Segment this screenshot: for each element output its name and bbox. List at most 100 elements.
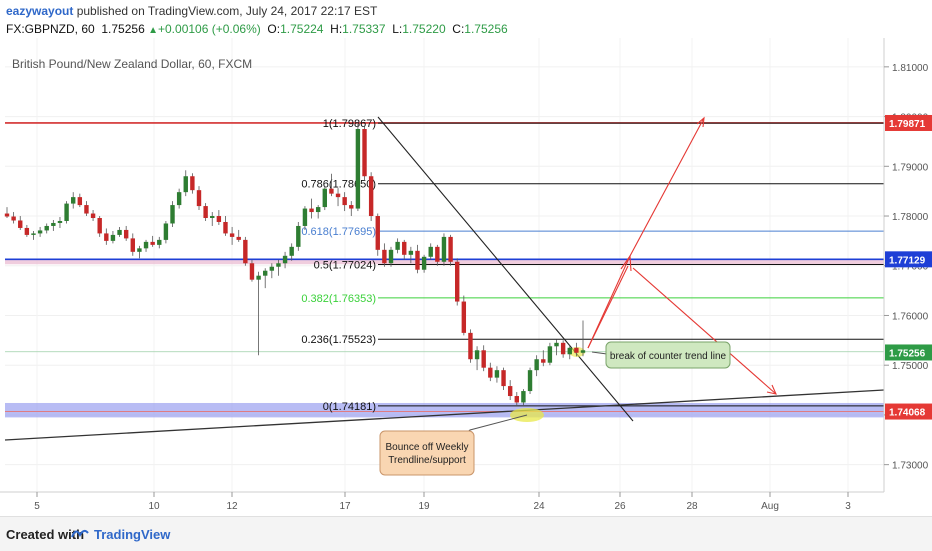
candle-body — [143, 241, 149, 249]
projection-down-path — [632, 267, 777, 395]
candle-body — [514, 396, 519, 403]
weekly-trendline — [4, 389, 885, 441]
candle-body — [289, 246, 294, 256]
candle-body — [51, 222, 56, 226]
candle-body — [243, 239, 248, 264]
x-tick-label: 12 — [226, 501, 238, 512]
candle-body — [527, 370, 533, 392]
candle-body — [196, 190, 202, 207]
author-link[interactable]: eazywayout — [6, 4, 74, 18]
candle-body — [37, 230, 43, 234]
annotation-bounce-line1: Bounce off Weekly — [385, 442, 468, 453]
fib-label: 0.236(1.75523) — [301, 334, 376, 346]
candle-body — [560, 342, 566, 355]
candle-body — [130, 238, 135, 252]
candle-body — [57, 220, 63, 223]
publish-info: eazywayout published on TradingView.com,… — [6, 4, 377, 18]
last-price: 1.75256 — [101, 22, 145, 36]
projection-up-leg — [587, 265, 629, 349]
bands — [5, 259, 884, 418]
fib-label: 0.618(1.77695) — [301, 226, 376, 238]
candles — [4, 124, 586, 406]
y-tick-label: 1.79000 — [892, 162, 929, 173]
candle-body — [203, 206, 208, 219]
candle-body — [296, 225, 301, 247]
candle-body — [276, 263, 281, 267]
arrowhead-icon — [620, 254, 632, 272]
candle-body — [455, 261, 460, 302]
candle-body — [11, 216, 16, 221]
candle-body — [104, 233, 109, 241]
low-value: 1.75220 — [402, 22, 446, 36]
annotation-bounce-line2: Trendline/support — [388, 455, 466, 466]
fib-label: 0(1.74181) — [323, 401, 376, 413]
fib-label: 0.5(1.77024) — [314, 260, 376, 272]
candle-body — [117, 229, 122, 235]
candle-body — [137, 248, 142, 252]
candle-body — [97, 218, 102, 234]
candle-body — [382, 249, 387, 264]
candle-body — [355, 128, 361, 209]
arrowhead-icon — [766, 384, 777, 395]
candle-body — [170, 205, 175, 224]
symbol: FX:GBPNZD, 60 — [6, 22, 95, 36]
x-tick-label: 5 — [34, 501, 40, 512]
candle-body — [554, 342, 559, 347]
x-tick-label: 10 — [148, 501, 160, 512]
time-axis[interactable]: 5 10 12 17 19 24 26 28 Aug 3 — [0, 491, 884, 512]
candle-body — [150, 241, 155, 245]
y-tick-label: 1.73000 — [892, 461, 929, 472]
price-chart[interactable]: 1(1.79867) 0.786(1.78650) 0.618(1.77695) 0.… — [0, 38, 932, 518]
candle-body — [64, 203, 69, 221]
close-value: 1.75256 — [464, 22, 508, 36]
candle-body — [77, 197, 83, 206]
projection-arrows — [587, 116, 777, 395]
price-labels: 1.79871 1.77129 1.75256 1.74068 — [885, 114, 932, 420]
fib-retracement: 1(1.79867) 0.786(1.78650) 0.618(1.77695) 0.… — [301, 118, 884, 413]
candle-body — [90, 213, 96, 219]
price-label-text: 1.79871 — [889, 119, 926, 130]
candle-body — [362, 128, 367, 177]
candle-body — [31, 233, 36, 235]
close-label: C: — [452, 22, 465, 36]
candle-body — [395, 241, 400, 250]
x-tick-label: 17 — [339, 501, 351, 512]
y-tick-label: 1.78000 — [892, 212, 929, 223]
price-label-box — [885, 114, 932, 131]
callout-box — [379, 430, 475, 476]
annotation-bounce[interactable]: Bounce off Weekly Trendline/support — [379, 414, 528, 476]
candle-body — [216, 216, 222, 222]
candle-body — [428, 246, 433, 257]
candle-body — [315, 207, 321, 213]
created-with-text: Created with — [6, 527, 85, 542]
candle-body — [236, 236, 241, 240]
candle-body — [448, 236, 453, 262]
price-label-box — [885, 251, 932, 268]
candle-body — [349, 205, 354, 209]
arrowhead-icon — [696, 116, 705, 128]
candle-body — [322, 188, 327, 208]
candle-body — [176, 192, 182, 206]
candle-body — [302, 208, 308, 226]
candle-body — [388, 249, 394, 264]
candle-body — [163, 223, 169, 240]
candle-body — [488, 367, 493, 378]
candle-body — [249, 263, 255, 280]
candle-body — [24, 227, 30, 235]
x-tick-label: 24 — [533, 501, 545, 512]
footer: Created with TradingView — [0, 516, 932, 551]
candle-body — [110, 234, 116, 241]
open-value: 1.75224 — [280, 22, 324, 36]
price-change: +0.00106 (+0.06%) — [158, 22, 261, 36]
candle-body — [4, 213, 10, 217]
y-tick-label: 1.81000 — [892, 63, 929, 74]
price-label-box — [885, 403, 932, 420]
candle-body — [481, 350, 486, 368]
candle-body — [494, 370, 500, 378]
tradingview-brand[interactable]: TradingView — [94, 527, 171, 542]
price-label-text: 1.74068 — [889, 408, 926, 419]
candle-body — [402, 241, 407, 255]
annotation-break[interactable]: break of counter trend line — [591, 341, 731, 369]
high-value: 1.75337 — [342, 22, 386, 36]
candle-body — [534, 359, 539, 371]
